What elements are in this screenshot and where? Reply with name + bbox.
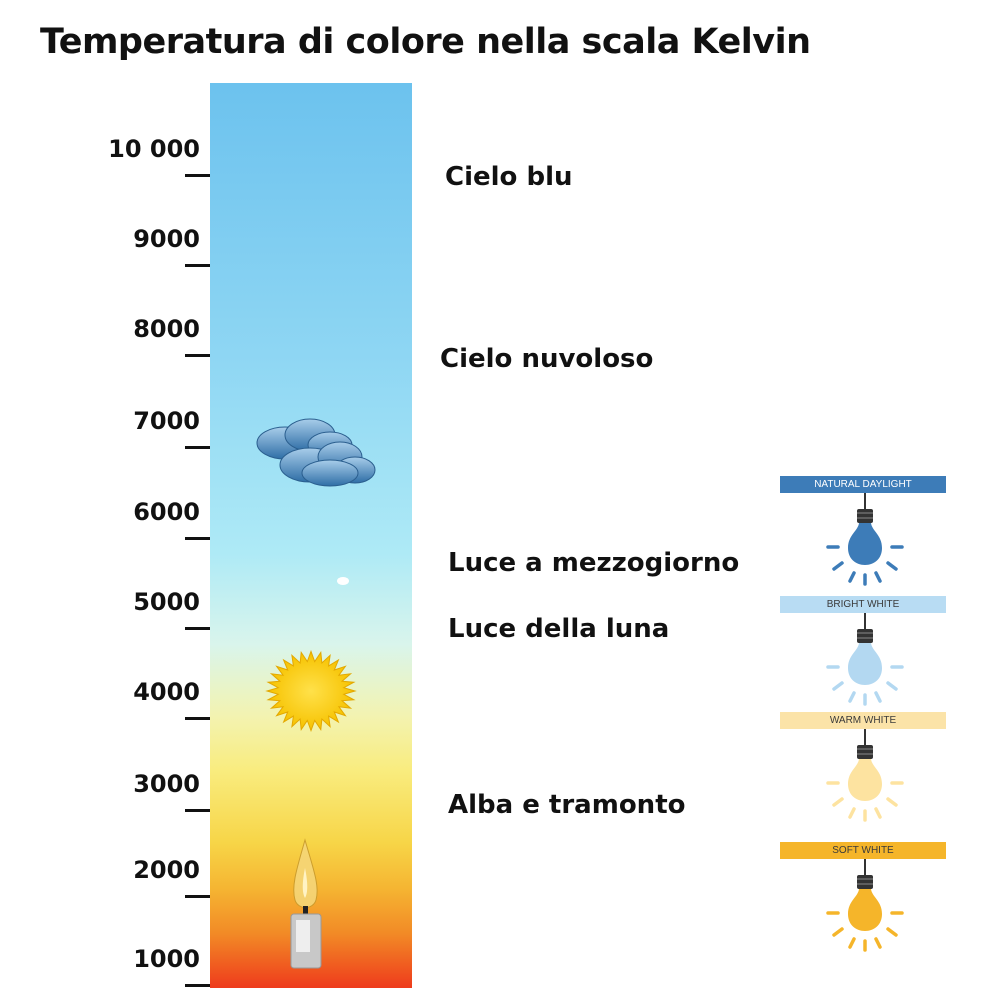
bulb-label: NATURAL DAYLIGHT [780, 476, 946, 493]
annotation-cielo-blu: Cielo blu [445, 162, 573, 192]
cloud-icon [256, 418, 376, 487]
tick-mark [185, 984, 210, 987]
sun-icon [265, 650, 357, 732]
page-title: Temperatura di colore nella scala Kelvin [40, 22, 811, 62]
tick-label: 8000 [133, 315, 200, 343]
light-bulb-icon [826, 729, 904, 822]
annotation-cielo-nuvoloso: Cielo nuvoloso [440, 344, 654, 374]
tick-mark [185, 354, 210, 357]
light-bulb-icon [826, 493, 904, 586]
tick-mark [185, 174, 210, 177]
tick-mark [185, 537, 210, 540]
tick-label: 5000 [133, 588, 200, 616]
tick-label: 10 000 [108, 135, 200, 163]
tick-mark [185, 895, 210, 898]
annotation-alba-tramonto: Alba e tramonto [448, 790, 686, 820]
bulb-label: WARM WHITE [780, 712, 946, 729]
tick-mark [185, 264, 210, 267]
tick-label: 9000 [133, 225, 200, 253]
annotation-luce-luna: Luce della luna [448, 614, 670, 644]
tick-label: 3000 [133, 770, 200, 798]
tick-mark [185, 627, 210, 630]
tick-label: 6000 [133, 498, 200, 526]
annotation-luce-mezzogiorno: Luce a mezzogiorno [448, 548, 740, 578]
candle-icon [290, 838, 322, 969]
light-bulb-icon [826, 613, 904, 706]
tick-label: 1000 [133, 945, 200, 973]
tick-label: 2000 [133, 856, 200, 884]
tick-label: 4000 [133, 678, 200, 706]
bulb-label: SOFT WHITE [780, 842, 946, 859]
tick-mark [185, 809, 210, 812]
tick-mark [185, 717, 210, 720]
color-temperature-bar [210, 83, 412, 988]
light-bulb-icon [826, 859, 904, 952]
moon-icon [337, 577, 349, 585]
tick-label: 7000 [133, 407, 200, 435]
bulb-label: BRIGHT WHITE [780, 596, 946, 613]
tick-mark [185, 446, 210, 449]
